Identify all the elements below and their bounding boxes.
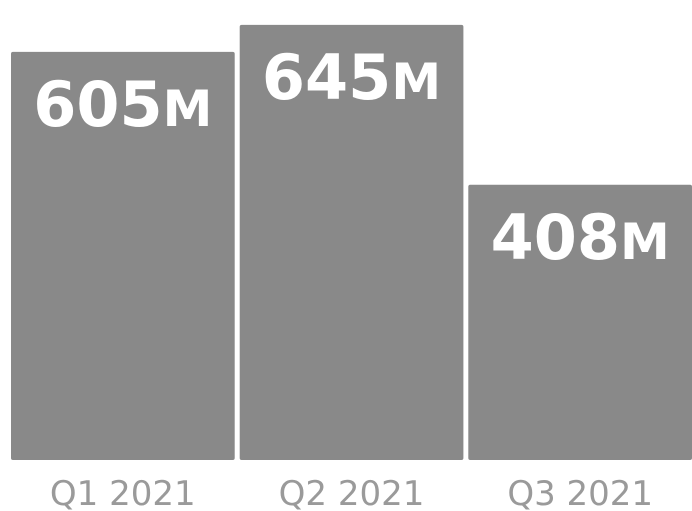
x-tick-label: Q3 2021 <box>507 474 653 511</box>
bar-value-label: 605M <box>33 68 212 141</box>
bar-q3-2021 <box>468 184 692 461</box>
bar-q1-2021 <box>11 51 235 461</box>
bar-value-label: 645M <box>262 41 441 114</box>
bar-value-unit: M <box>391 53 441 111</box>
bar-value-number: 605 <box>33 68 162 141</box>
x-tick-label: Q1 2021 <box>50 474 196 511</box>
bar-value-number: 408 <box>491 201 620 274</box>
bar-value-unit: M <box>163 80 213 138</box>
bar-value-number: 645 <box>262 41 391 114</box>
x-tick-label: Q2 2021 <box>279 474 425 511</box>
bar-value-label: 408M <box>491 201 670 274</box>
bar-q2-2021 <box>239 24 464 461</box>
bar-value-unit: M <box>620 213 670 271</box>
